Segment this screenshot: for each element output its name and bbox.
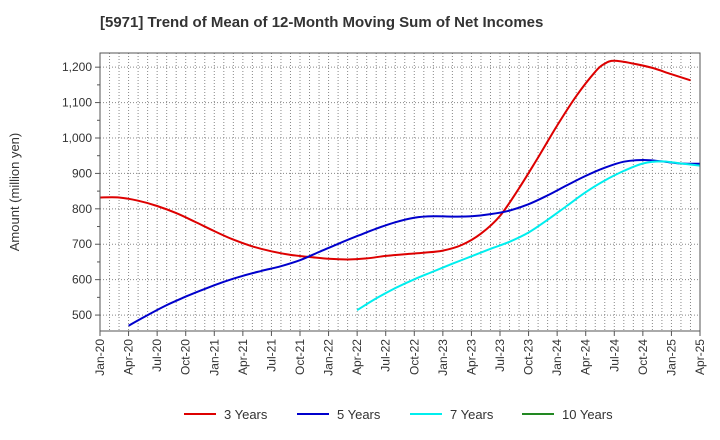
legend-label-3-years: 3 Years	[224, 407, 268, 422]
x-tick-label: Jan-24	[550, 339, 564, 376]
x-tick-label: Apr-20	[122, 339, 136, 375]
y-axis-label: Amount (million yen)	[7, 133, 22, 252]
y-tick-label: 800	[72, 202, 92, 216]
series-line-7-years	[356, 160, 701, 311]
x-tick-label: Jan-20	[93, 339, 107, 376]
legend-label-10-years: 10 Years	[562, 407, 613, 422]
y-axis-ticks: 500 600 700 800 900 1,000 1,100 1,200	[62, 60, 100, 322]
x-tick-label: Jan-23	[436, 339, 450, 376]
x-tick-label: Oct-23	[522, 339, 536, 375]
series-lines	[99, 59, 701, 327]
y-tick-label: 500	[72, 308, 92, 322]
x-tick-label: Oct-20	[179, 339, 193, 375]
x-tick-label: Jan-22	[322, 339, 336, 376]
y-tick-label: 1,100	[62, 96, 92, 110]
y-tick-label: 700	[72, 237, 92, 251]
x-tick-label: Jul-20	[150, 339, 164, 372]
x-tick-label: Jul-21	[264, 339, 278, 372]
y-tick-label: 900	[72, 166, 92, 180]
legend-label-5-years: 5 Years	[337, 407, 381, 422]
x-tick-label: Jul-23	[493, 339, 507, 372]
x-tick-label: Oct-24	[636, 339, 650, 375]
x-tick-label: Apr-24	[579, 339, 593, 375]
x-tick-label: Apr-23	[464, 339, 478, 375]
grid-lines	[99, 53, 701, 331]
series-line-5-years	[128, 158, 701, 327]
x-tick-label: Jul-24	[607, 339, 621, 372]
legend: 3 Years 5 Years 7 Years 10 Years	[184, 407, 613, 422]
x-tick-label: Apr-25	[693, 339, 707, 375]
x-tick-label: Oct-22	[407, 339, 421, 375]
x-tick-label: Apr-22	[350, 339, 364, 375]
series-line-3-years	[99, 59, 691, 261]
plot-frame	[99, 52, 701, 332]
x-tick-label: Apr-21	[236, 339, 250, 375]
x-axis-ticks: Jan-20 Apr-20 Jul-20 Oct-20 Jan-21 Apr-21 Jul-…	[93, 331, 707, 376]
y-tick-label: 600	[72, 273, 92, 287]
x-tick-label: Oct-21	[293, 339, 307, 375]
x-tick-label: Jan-21	[207, 339, 221, 376]
x-tick-label: Jul-22	[379, 339, 393, 372]
legend-label-7-years: 7 Years	[450, 407, 494, 422]
y-tick-label: 1,200	[62, 60, 92, 74]
y-tick-label: 1,000	[62, 131, 92, 145]
chart-title: [5971] Trend of Mean of 12-Month Moving …	[100, 14, 544, 31]
x-tick-label: Jan-25	[664, 339, 678, 376]
